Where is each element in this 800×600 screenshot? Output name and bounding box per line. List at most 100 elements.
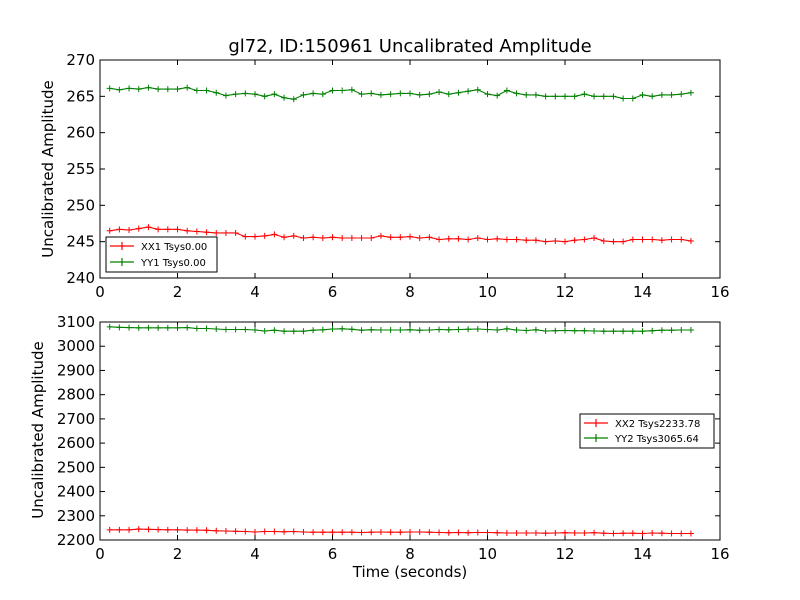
top-data-point [668, 91, 675, 98]
bottom-data-point [494, 326, 501, 333]
bottom-data-point [503, 529, 510, 536]
bottom-x-tick-label: 14 [633, 545, 652, 563]
top-data-point [639, 236, 646, 243]
top-x-tick-label: 10 [478, 283, 497, 301]
bottom-data-point [474, 326, 481, 333]
top-data-point [620, 95, 627, 102]
bottom-data-point [106, 526, 113, 533]
top-x-tick-label: 14 [633, 283, 652, 301]
bottom-y-tick-label: 2400 [57, 483, 95, 501]
bottom-x-tick-label: 12 [555, 545, 574, 563]
top-data-point [562, 93, 568, 100]
bottom-data-point [649, 529, 656, 536]
bottom-x-tick-label: 4 [250, 545, 260, 563]
top-data-point [658, 91, 665, 98]
top-y-tick-label: 240 [66, 269, 95, 287]
bottom-data-point [271, 528, 278, 535]
top-data-point [562, 238, 568, 245]
bottom-data-point [494, 529, 501, 536]
bottom-data-point [581, 327, 588, 334]
bottom-legend: XX2 Tsys2233.78 YY2 Tsys3065.64 [579, 413, 715, 449]
top-data-point [455, 89, 462, 96]
bottom-data-point [135, 324, 142, 331]
top-data-point [339, 235, 346, 242]
bottom-data-point [174, 526, 181, 533]
bottom-y-tick-label: 2200 [57, 531, 95, 549]
top-x-tick-label: 4 [250, 283, 260, 301]
top-data-point [658, 237, 665, 244]
bottom-panel: 0 2 4 6 8 10 12 14 16 2200 2300 2400 2500 2600 2700 280… [29, 313, 730, 581]
top-x-tick-label: 0 [95, 283, 105, 301]
bottom-data-point [358, 327, 365, 334]
top-data-point [445, 91, 452, 98]
bottom-data-point [339, 325, 346, 332]
bottom-axis-ticks: 0 2 4 6 8 10 12 14 16 2200 2300 2400 2500 2600 2700 280… [57, 313, 730, 563]
top-data-point [678, 91, 685, 98]
bottom-data-point [552, 327, 559, 334]
top-data-point [581, 91, 588, 98]
bottom-data-point [242, 528, 249, 535]
top-data-point [222, 229, 229, 236]
top-data-point [184, 84, 191, 91]
top-data-point [145, 84, 152, 91]
top-x-tick-label: 8 [405, 283, 415, 301]
bottom-data-point [310, 327, 317, 334]
bottom-data-point [203, 325, 210, 332]
bottom-data-point [542, 530, 549, 537]
top-data-point [106, 227, 113, 234]
bottom-data-point [668, 327, 675, 334]
top-data-point [542, 238, 549, 245]
bottom-data-point [116, 324, 123, 331]
top-data-point [436, 236, 443, 243]
top-data-point [649, 93, 656, 100]
top-data-point [377, 91, 384, 98]
top-axis-ticks: 0 2 4 6 8 10 12 14 16 240 245 250 255 260 265 270 [66, 51, 729, 301]
top-data-point [174, 86, 181, 93]
bottom-data-point [436, 529, 443, 536]
bottom-data-point [503, 325, 510, 332]
bottom-data-point [436, 326, 443, 333]
top-data-point [407, 90, 413, 97]
bottom-data-point [242, 326, 249, 333]
top-data-point [310, 234, 317, 241]
top-data-point [523, 237, 530, 244]
top-data-point [310, 90, 317, 97]
bottom-data-point [300, 529, 307, 536]
top-data-point [319, 235, 326, 242]
top-data-point [591, 93, 598, 100]
bottom-data-point [416, 327, 423, 334]
top-y-axis-label: Uncalibrated Amplitude [39, 80, 57, 257]
bottom-data-point [571, 529, 578, 536]
bottom-data-point [552, 529, 559, 536]
bottom-data-point [687, 326, 694, 333]
bottom-data-point [532, 529, 539, 536]
bottom-legend-yy2-label: YY2 Tsys3065.64 [614, 434, 699, 445]
bottom-x-tick-label: 0 [95, 545, 105, 563]
top-data-point [348, 235, 355, 242]
top-data-point [116, 86, 123, 93]
bottom-data-point [581, 529, 588, 536]
bottom-data-point [203, 527, 210, 534]
bottom-data-point [261, 528, 268, 535]
top-data-point [193, 228, 200, 235]
top-y-tick-label: 270 [66, 51, 95, 69]
top-data-point [203, 87, 210, 94]
top-data-point [552, 93, 559, 100]
top-data-point [329, 87, 336, 94]
top-data-point [252, 91, 258, 98]
top-data-point [610, 93, 617, 100]
bottom-data-point [348, 326, 355, 333]
bottom-data-point [329, 326, 336, 333]
top-data-point [300, 91, 307, 98]
bottom-data-point [145, 324, 152, 331]
top-data-point [581, 236, 588, 243]
top-data-point [135, 86, 142, 93]
bottom-data-point [252, 326, 258, 333]
top-data-point [484, 236, 491, 243]
top-data-point [242, 90, 249, 97]
top-data-point [484, 91, 491, 98]
bottom-data-point [397, 326, 404, 333]
top-x-tick-label: 2 [173, 283, 183, 301]
x-axis-label: Time (seconds) [352, 563, 468, 581]
bottom-data-point [213, 326, 220, 333]
